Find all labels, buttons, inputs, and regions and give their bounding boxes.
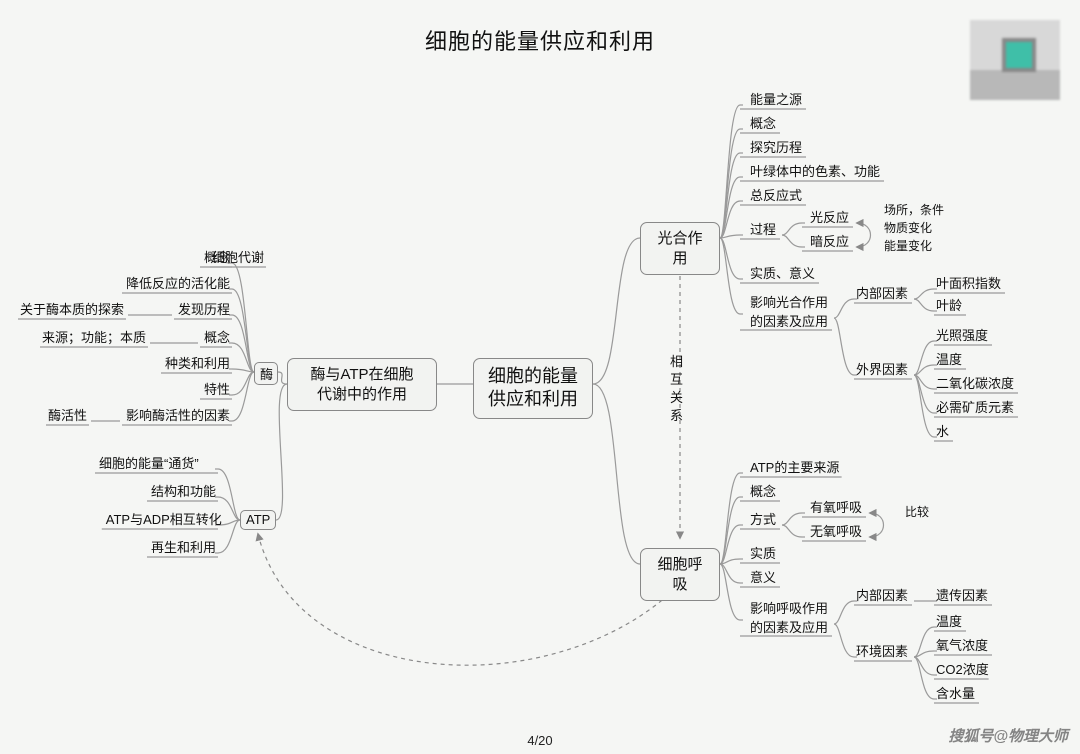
leaf-label: 细胞的能量“通货” [99, 453, 199, 472]
leaf-label: 来源；功能；本质 [42, 327, 146, 346]
leaf-label: 相 [670, 351, 683, 370]
leaf-label: 温度 [936, 349, 962, 368]
leaf-label: 遗传因素 [936, 585, 988, 604]
leaf-label: 概念 [750, 481, 776, 500]
leaf-label: 氧气浓度 [936, 635, 988, 654]
leaf-label: ATP与ADP相互转化 [106, 509, 222, 528]
leaf-label: 关于酶本质的探索 [20, 299, 124, 318]
leaf-label: 再生和利用 [151, 537, 216, 556]
leaf-label: 系 [670, 405, 683, 424]
leaf-label: 互 [670, 369, 683, 388]
node-leftmain: 酶与ATP在细胞代谢中的作用 [287, 358, 437, 411]
leaf-label: 物质变化 [884, 219, 932, 236]
leaf-label: 暗反应 [810, 231, 849, 250]
leaf-label: 光照强度 [936, 325, 988, 344]
leaf-label: 比较 [905, 503, 929, 520]
leaf-label: 特性 [204, 379, 230, 398]
leaf-label: 有氧呼吸 [810, 497, 862, 516]
leaf-label: 发现历程 [178, 299, 230, 318]
node-enzyme: 酶 [254, 362, 278, 385]
leaf-label: 细胞代谢 [212, 247, 264, 266]
leaf-label: 降低反应的活化能 [126, 273, 230, 292]
page-title: 细胞的能量供应和利用 [0, 24, 1080, 56]
leaf-label: 叶面积指数 [936, 273, 1001, 292]
leaf-label: 叶绿体中的色素、功能 [750, 161, 880, 180]
leaf-label: 影响酶活性的因素 [126, 405, 230, 424]
leaf-label: 过程 [750, 219, 776, 238]
leaf-label: 含水量 [936, 683, 975, 702]
leaf-label: 影响光合作用的因素及应用 [750, 292, 828, 330]
leaf-label: CO2浓度 [936, 659, 989, 678]
leaf-label: 二氧化碳浓度 [936, 373, 1014, 392]
node-atp: ATP [240, 510, 276, 530]
corner-thumbnail [970, 20, 1060, 100]
leaf-label: 酶活性 [48, 405, 87, 424]
leaf-label: 意义 [750, 567, 776, 586]
node-center: 细胞的能量供应和利用 [473, 358, 593, 419]
leaf-label: 外界因素 [856, 359, 908, 378]
leaf-label: 实质、意义 [750, 263, 815, 282]
leaf-label: 能量变化 [884, 237, 932, 254]
leaf-label: 实质 [750, 543, 776, 562]
leaf-label: ATP的主要来源 [750, 457, 839, 476]
watermark: 搜狐号@物理大师 [948, 725, 1068, 746]
page-number: 4/20 [0, 733, 1080, 748]
leaf-label: 方式 [750, 509, 776, 528]
leaf-label: 总反应式 [750, 185, 802, 204]
leaf-label: 场所，条件 [884, 201, 944, 218]
leaf-label: 种类和利用 [165, 353, 230, 372]
leaf-label: 概念 [750, 113, 776, 132]
mindmap-stage: 细胞的能量供应和利用 4/20 搜狐号@物理大师 细胞的能量供应和利用酶与ATP… [0, 0, 1080, 754]
leaf-label: 关 [670, 387, 683, 406]
node-ps: 光合作用 [640, 222, 720, 275]
leaf-label: 概念 [204, 327, 230, 346]
leaf-label: 必需矿质元素 [936, 397, 1014, 416]
leaf-label: 水 [936, 421, 949, 440]
node-resp: 细胞呼吸 [640, 548, 720, 601]
leaf-label: 环境因素 [856, 641, 908, 660]
leaf-label: 内部因素 [856, 585, 908, 604]
leaf-label: 温度 [936, 611, 962, 630]
leaf-label: 内部因素 [856, 283, 908, 302]
leaf-label: 能量之源 [750, 89, 802, 108]
leaf-label: 影响呼吸作用的因素及应用 [750, 598, 828, 636]
leaf-label: 结构和功能 [151, 481, 216, 500]
leaf-label: 光反应 [810, 207, 849, 226]
leaf-label: 探究历程 [750, 137, 802, 156]
leaf-label: 无氧呼吸 [810, 521, 862, 540]
leaf-label: 叶龄 [936, 295, 962, 314]
